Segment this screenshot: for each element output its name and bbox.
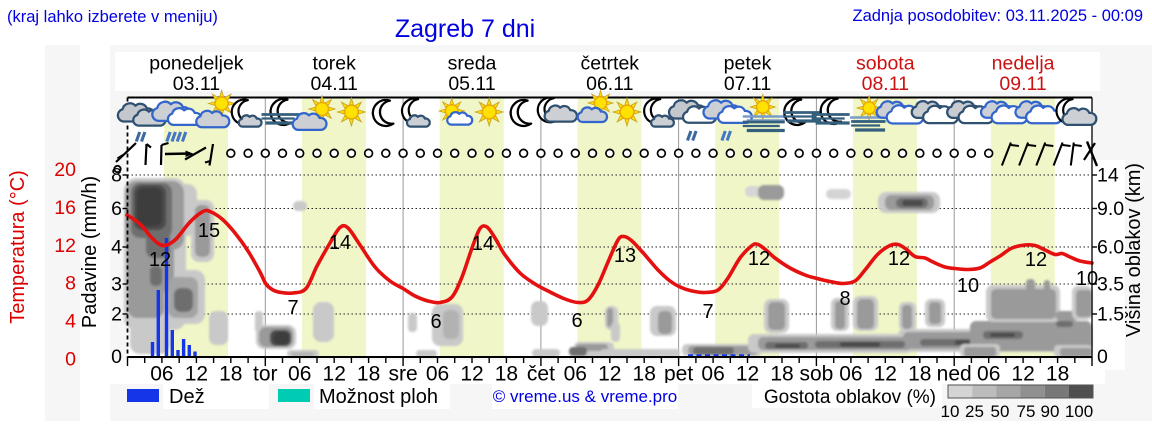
svg-text:06: 06: [564, 363, 587, 386]
svg-text:petek: petek: [724, 53, 772, 75]
svg-text:05.11: 05.11: [448, 73, 495, 95]
svg-text:12: 12: [185, 363, 208, 386]
svg-text:nedelja: nedelja: [992, 53, 1055, 75]
svg-text:12: 12: [323, 363, 346, 386]
svg-text:(kraj lahko izberete v meniju): (kraj lahko izberete v meniju): [7, 8, 218, 26]
svg-text:sre: sre: [389, 363, 418, 386]
svg-text:12: 12: [748, 248, 770, 270]
svg-text:06: 06: [839, 363, 862, 386]
svg-text:18: 18: [495, 363, 518, 386]
svg-text:18: 18: [357, 363, 380, 386]
svg-text:© vreme.us & vreme.pro: © vreme.us & vreme.pro: [493, 387, 677, 406]
svg-text:06: 06: [426, 363, 449, 386]
svg-text:18: 18: [219, 363, 242, 386]
svg-text:8: 8: [839, 288, 850, 310]
svg-text:25: 25: [965, 402, 984, 421]
svg-text:6: 6: [430, 311, 441, 333]
svg-text:14: 14: [1097, 165, 1119, 187]
svg-text:Padavine (mm/h): Padavine (mm/h): [79, 176, 101, 328]
svg-text:12: 12: [1011, 363, 1034, 386]
svg-text:09.11: 09.11: [999, 73, 1046, 95]
svg-text:pet: pet: [664, 363, 693, 386]
svg-text:8: 8: [111, 165, 122, 187]
svg-text:12: 12: [54, 235, 76, 257]
svg-text:sobota: sobota: [856, 53, 915, 75]
svg-text:Zadnja posodobitev: 03.11.2025: Zadnja posodobitev: 03.11.2025 - 00:09: [853, 7, 1144, 25]
svg-text:Temperatura (°C): Temperatura (°C): [7, 170, 29, 324]
svg-text:7: 7: [702, 301, 713, 323]
svg-text:1.5: 1.5: [1097, 304, 1124, 326]
svg-text:12: 12: [1025, 249, 1047, 271]
svg-text:04.11: 04.11: [311, 73, 358, 95]
svg-text:Dež: Dež: [169, 386, 205, 408]
svg-text:0: 0: [1097, 346, 1108, 368]
svg-text:100: 100: [1065, 402, 1093, 421]
svg-text:Gostota oblakov (%): Gostota oblakov (%): [764, 387, 936, 408]
svg-text:četrtek: četrtek: [581, 53, 640, 75]
svg-text:tor: tor: [253, 363, 278, 386]
svg-text:20: 20: [54, 159, 76, 181]
svg-text:6: 6: [111, 198, 122, 220]
svg-text:90: 90: [1041, 402, 1060, 421]
svg-text:12: 12: [149, 249, 171, 271]
svg-text:10: 10: [941, 402, 960, 421]
svg-text:12: 12: [460, 363, 483, 386]
svg-text:12: 12: [736, 363, 759, 386]
svg-text:15: 15: [198, 220, 220, 242]
svg-text:06: 06: [288, 363, 311, 386]
svg-text:ned: ned: [937, 363, 972, 386]
svg-text:0: 0: [65, 349, 76, 371]
svg-text:12: 12: [598, 363, 621, 386]
svg-text:6.0: 6.0: [1097, 237, 1124, 259]
svg-text:torek: torek: [313, 53, 357, 75]
svg-text:9.0: 9.0: [1097, 198, 1124, 220]
svg-text:ponedeljek: ponedeljek: [149, 53, 244, 75]
svg-text:6: 6: [571, 310, 582, 332]
svg-text:16: 16: [54, 197, 76, 219]
svg-text:12: 12: [888, 248, 910, 270]
svg-text:14: 14: [472, 233, 494, 255]
svg-text:75: 75: [1017, 402, 1036, 421]
svg-text:10: 10: [1076, 268, 1098, 290]
svg-text:18: 18: [1046, 363, 1069, 386]
svg-text:08.11: 08.11: [862, 73, 909, 95]
svg-text:03.11: 03.11: [173, 73, 220, 95]
svg-text:0: 0: [111, 346, 122, 368]
svg-text:4: 4: [111, 237, 122, 259]
svg-text:50: 50: [991, 402, 1010, 421]
svg-text:07.11: 07.11: [724, 73, 771, 95]
svg-text:06: 06: [977, 363, 1000, 386]
svg-text:18: 18: [770, 363, 793, 386]
svg-text:3: 3: [111, 274, 122, 296]
svg-text:4: 4: [65, 311, 76, 333]
svg-text:06.11: 06.11: [586, 73, 633, 95]
svg-text:06: 06: [701, 363, 724, 386]
svg-text:13: 13: [614, 245, 636, 267]
svg-text:sreda: sreda: [448, 53, 497, 75]
svg-text:Višina oblakov (km): Višina oblakov (km): [1123, 163, 1145, 337]
svg-text:3.5: 3.5: [1097, 274, 1124, 296]
svg-text:Zagreb 7 dni: Zagreb 7 dni: [395, 15, 535, 43]
svg-text:čet: čet: [527, 363, 555, 386]
svg-text:12: 12: [874, 363, 897, 386]
svg-text:18: 18: [908, 363, 931, 386]
svg-text:7: 7: [287, 297, 298, 319]
svg-text:10: 10: [957, 275, 979, 297]
svg-text:14: 14: [329, 232, 351, 254]
svg-text:sob: sob: [799, 363, 833, 386]
svg-text:Možnost ploh: Možnost ploh: [319, 386, 438, 408]
svg-text:2: 2: [111, 304, 122, 326]
svg-text:06: 06: [150, 363, 173, 386]
svg-text:8: 8: [65, 273, 76, 295]
svg-text:18: 18: [633, 363, 656, 386]
